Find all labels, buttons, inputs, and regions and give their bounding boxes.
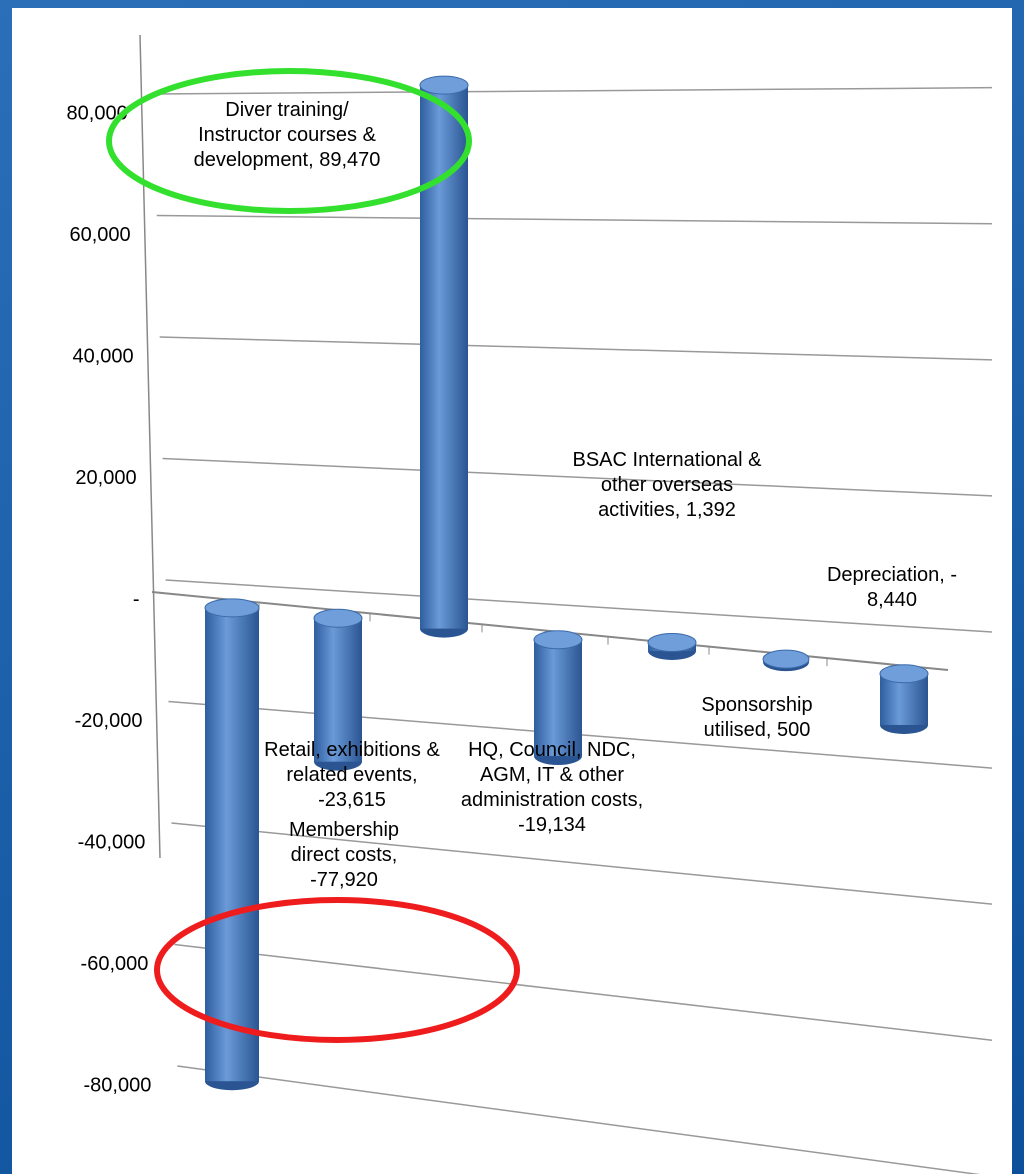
bar-top: [647, 632, 697, 652]
data-label: Membership direct costs, -77,920: [288, 819, 400, 891]
bar: [534, 639, 582, 757]
bar-top: [204, 598, 260, 618]
data-label: BSAC International & other overseas acti…: [572, 449, 762, 521]
bar-top: [419, 75, 469, 95]
y-tick-label: -80,000: [84, 1074, 152, 1096]
grid-line: [177, 1065, 981, 1174]
bar: [314, 618, 362, 762]
bar: [420, 85, 468, 629]
data-label: Retail, exhibitions & related events, -2…: [264, 739, 440, 811]
highlight-ellipse: [154, 897, 520, 1043]
data-label: HQ, Council, NDC, AGM, IT & other admini…: [460, 739, 644, 836]
bar-top: [762, 649, 810, 669]
y-tick-label: -: [133, 588, 140, 610]
chart-area: -80,000 -60,000 -40,000 -20,000-20,000 40,00…: [12, 8, 1012, 1174]
grid-line: [162, 457, 993, 497]
grid-line: [153, 86, 993, 95]
y-tick-label: 40,000: [72, 345, 133, 367]
grid-line: [159, 336, 993, 361]
y-tick-label: 20,000: [75, 467, 136, 489]
grid-line: [165, 579, 993, 633]
y-tick-label: 80,000: [67, 102, 128, 124]
bar: [205, 607, 259, 1082]
y-tick-label: -40,000: [78, 831, 146, 853]
data-label: Diver training/ Instructor courses & dev…: [193, 99, 381, 171]
y-tick-label: 60,000: [70, 224, 131, 246]
highlight-ellipse: [106, 68, 472, 214]
grid-line: [174, 943, 993, 1041]
data-label: Depreciation, - 8,440: [826, 564, 958, 611]
data-label: Sponsorship utilised, 500: [701, 694, 813, 741]
grid-line: [171, 822, 993, 905]
bar-top: [313, 608, 363, 628]
y-axis: [139, 34, 161, 859]
bar-top: [533, 630, 583, 650]
chart: -80,000-60,000-40,000-20,000-20,00040,00…: [67, 34, 993, 1174]
y-tick-label: -20,000: [75, 710, 143, 732]
y-tick-label: -60,000: [81, 953, 149, 975]
grid-line: [156, 214, 993, 225]
bar-top: [879, 664, 929, 684]
